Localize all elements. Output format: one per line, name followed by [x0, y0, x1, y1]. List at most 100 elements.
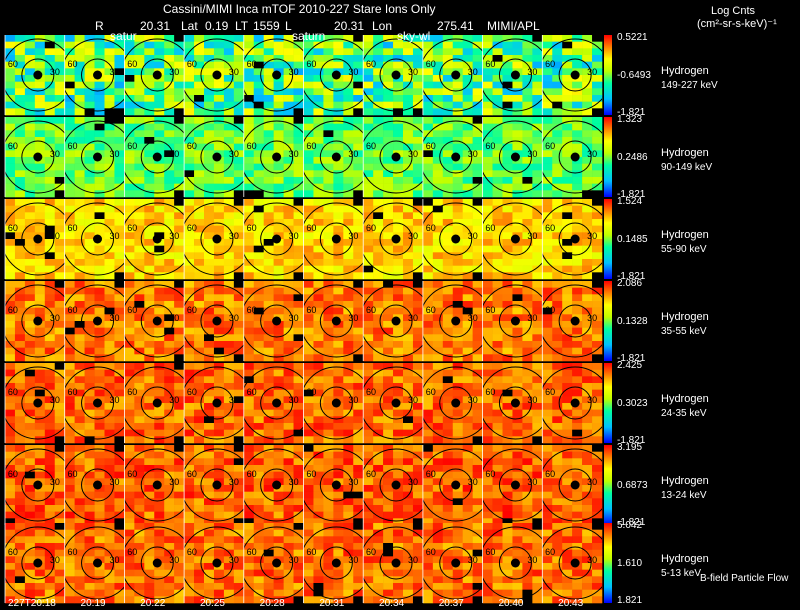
heatmap-cell	[582, 177, 592, 184]
heatmap-cell	[204, 423, 214, 430]
heatmap-cell	[542, 314, 552, 321]
heatmap-cell	[453, 177, 463, 184]
heatmap-cell	[65, 42, 75, 49]
contour-label: 30	[587, 231, 597, 241]
heatmap-cell	[274, 294, 284, 301]
heatmap-cell	[154, 348, 164, 355]
planet-marker	[93, 153, 102, 162]
heatmap-cell	[294, 416, 304, 423]
heatmap-cell	[353, 164, 363, 171]
heatmap-cell	[204, 42, 214, 49]
heatmap-cell	[353, 108, 363, 115]
heatmap-cell	[144, 246, 154, 253]
heatmap-cell	[55, 301, 65, 308]
heatmap-cell	[592, 272, 602, 279]
heatmap-cell	[214, 272, 224, 279]
heatmap-cell	[164, 252, 174, 259]
heatmap-cell	[313, 272, 323, 279]
contour-label: 30	[50, 477, 60, 487]
heatmap-cell	[105, 341, 115, 348]
heatmap-cell	[75, 288, 85, 295]
heatmap-cell	[483, 485, 493, 492]
heatmap-cell	[75, 239, 85, 246]
heatmap-cell	[244, 206, 254, 213]
heatmap-cell	[75, 75, 85, 82]
heatmap-cell	[274, 354, 284, 361]
heatmap-cell	[124, 348, 134, 355]
heatmap-cell	[304, 157, 314, 164]
contour-label: 60	[127, 223, 137, 233]
heatmap-cell	[204, 212, 214, 219]
heatmap-cell	[234, 219, 244, 226]
contour-label: 30	[408, 149, 418, 159]
heatmap-cell	[274, 117, 284, 124]
heatmap-cell	[254, 42, 264, 49]
heatmap-cell	[313, 75, 323, 82]
heatmap-cell	[75, 170, 85, 177]
contour-label: 60	[366, 223, 376, 233]
heatmap-cell	[423, 354, 433, 361]
heatmap-cell	[35, 108, 45, 115]
heatmap-cell	[154, 383, 164, 390]
heatmap-cell	[473, 370, 483, 377]
heatmap-cell	[463, 130, 473, 137]
heatmap-cell	[85, 259, 95, 266]
heatmap-cell	[95, 416, 105, 423]
heatmap-cell	[234, 523, 244, 530]
heatmap-cell	[95, 512, 105, 519]
contour-label: 30	[50, 149, 60, 159]
heatmap-cell	[35, 430, 45, 437]
heatmap-cell	[304, 478, 314, 485]
heatmap-cell	[363, 272, 373, 279]
heatmap-cell	[512, 498, 522, 505]
heatmap-cell	[274, 334, 284, 341]
heatmap-cell	[35, 177, 45, 184]
heatmap-cell	[363, 108, 373, 115]
planet-marker	[93, 399, 102, 408]
heatmap-cell	[134, 272, 144, 279]
heatmap-cell	[522, 341, 532, 348]
heatmap-cell	[393, 95, 403, 102]
heatmap-cell	[144, 308, 154, 315]
heatmap-cell	[383, 458, 393, 465]
heatmap-cell	[532, 363, 542, 370]
heatmap-cell	[304, 354, 314, 361]
heatmap-cell	[244, 281, 254, 288]
heatmap-cell	[15, 170, 25, 177]
heatmap-cell	[323, 177, 333, 184]
heatmap-cell	[75, 478, 85, 485]
heatmap-cell	[373, 485, 383, 492]
heatmap-cell	[124, 206, 134, 213]
heatmap-cell	[512, 523, 522, 530]
heatmap-cell	[144, 430, 154, 437]
heatmap-cell	[453, 184, 463, 191]
heatmap-cell	[572, 190, 582, 197]
contour-label: 60	[8, 469, 18, 479]
heatmap-cell	[423, 348, 433, 355]
heatmap-cell	[124, 314, 134, 321]
heatmap-cell	[383, 376, 393, 383]
heatmap-cell	[194, 42, 204, 49]
contour-label: 60	[485, 387, 495, 397]
heatmap-cell	[373, 68, 383, 75]
heatmap-cell	[134, 478, 144, 485]
heatmap-cell	[433, 259, 443, 266]
heatmap-cell	[214, 108, 224, 115]
heatmap-cell	[164, 498, 174, 505]
heatmap-cell	[234, 82, 244, 89]
heatmap-cell	[164, 177, 174, 184]
heatmap-cell	[134, 95, 144, 102]
heatmap-cell	[503, 328, 513, 335]
contour-label: 60	[545, 141, 555, 151]
heatmap-cell	[25, 328, 35, 335]
heatmap-cell	[493, 341, 503, 348]
heatmap-cell	[493, 314, 503, 321]
heatmap-cell	[552, 130, 562, 137]
heatmap-cell	[154, 465, 164, 472]
heatmap-cell	[572, 512, 582, 519]
heatmap-cell	[572, 348, 582, 355]
heatmap-cell	[124, 272, 134, 279]
heatmap-cell	[313, 530, 323, 537]
heatmap-cell	[463, 294, 473, 301]
heatmap-cell	[214, 341, 224, 348]
